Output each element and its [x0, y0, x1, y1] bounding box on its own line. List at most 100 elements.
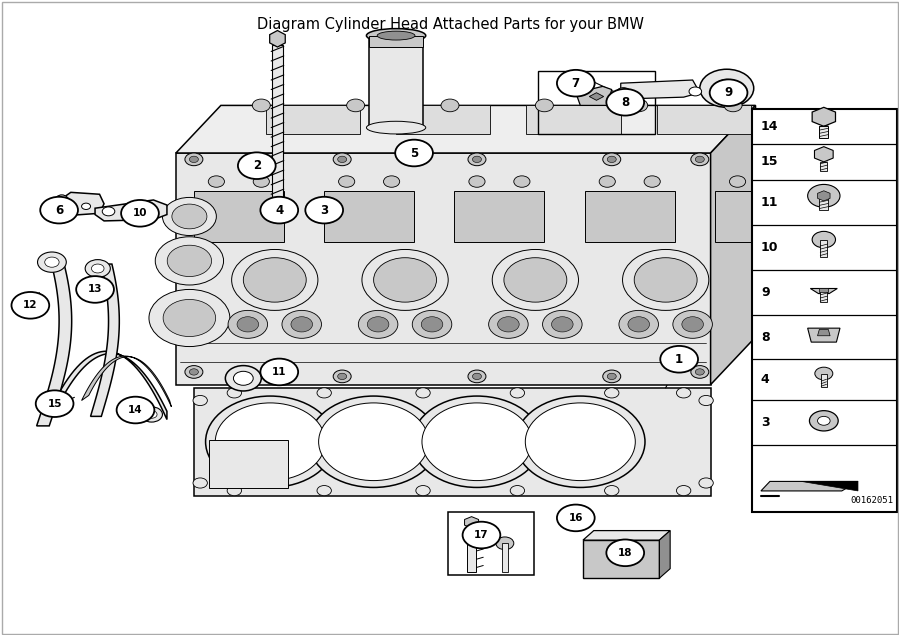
Polygon shape	[194, 388, 711, 495]
Circle shape	[710, 80, 747, 106]
Text: 11: 11	[272, 367, 286, 377]
Circle shape	[163, 300, 216, 336]
Circle shape	[814, 367, 832, 380]
Polygon shape	[583, 530, 670, 540]
Circle shape	[526, 403, 635, 481]
Circle shape	[117, 397, 155, 424]
Circle shape	[193, 396, 207, 406]
Text: 00162051: 00162051	[850, 496, 893, 505]
Polygon shape	[801, 481, 858, 491]
Circle shape	[367, 317, 389, 332]
Circle shape	[193, 478, 207, 488]
Polygon shape	[95, 200, 166, 221]
Circle shape	[557, 504, 595, 531]
Circle shape	[253, 176, 269, 187]
Circle shape	[86, 259, 111, 277]
Circle shape	[510, 485, 525, 495]
Bar	[369, 36, 423, 47]
Circle shape	[468, 370, 486, 383]
Text: 10: 10	[132, 208, 148, 218]
Text: 3: 3	[320, 204, 328, 217]
Circle shape	[630, 99, 648, 112]
Polygon shape	[37, 258, 72, 426]
Bar	[502, 543, 508, 572]
Text: 1: 1	[675, 353, 683, 366]
Circle shape	[260, 359, 298, 385]
Circle shape	[807, 184, 840, 207]
Bar	[752, 109, 896, 511]
Bar	[819, 196, 828, 210]
Polygon shape	[660, 530, 670, 578]
Polygon shape	[194, 191, 284, 242]
Circle shape	[682, 317, 704, 332]
Text: 14: 14	[760, 120, 778, 133]
Circle shape	[489, 310, 528, 338]
Circle shape	[205, 396, 335, 487]
Circle shape	[317, 485, 331, 495]
Text: 16: 16	[569, 513, 583, 523]
Circle shape	[498, 317, 519, 332]
Circle shape	[472, 373, 482, 380]
Circle shape	[543, 310, 582, 338]
Circle shape	[12, 292, 50, 319]
Circle shape	[699, 396, 714, 406]
Text: 17: 17	[474, 530, 489, 540]
Circle shape	[557, 70, 595, 97]
Polygon shape	[711, 106, 755, 385]
Bar	[369, 36, 423, 128]
Circle shape	[730, 176, 745, 187]
Circle shape	[383, 176, 400, 187]
Circle shape	[605, 388, 619, 398]
Text: 3: 3	[760, 416, 770, 429]
Circle shape	[243, 258, 306, 302]
Circle shape	[189, 156, 198, 163]
Circle shape	[233, 371, 253, 385]
Circle shape	[305, 197, 343, 223]
Circle shape	[469, 176, 485, 187]
Polygon shape	[807, 328, 840, 342]
Circle shape	[510, 388, 525, 398]
Bar	[821, 373, 826, 387]
Circle shape	[691, 153, 709, 166]
Text: 14: 14	[128, 405, 143, 415]
Polygon shape	[176, 153, 711, 385]
Polygon shape	[266, 106, 360, 134]
Circle shape	[338, 373, 346, 380]
Circle shape	[607, 89, 644, 116]
Circle shape	[623, 249, 709, 310]
Text: 11: 11	[760, 196, 778, 209]
Bar	[820, 291, 827, 303]
Polygon shape	[657, 106, 751, 134]
Circle shape	[333, 370, 351, 383]
Circle shape	[696, 369, 705, 375]
Circle shape	[696, 156, 705, 163]
Circle shape	[809, 411, 838, 431]
Circle shape	[208, 176, 224, 187]
Bar	[820, 240, 827, 257]
Bar	[583, 540, 660, 578]
Circle shape	[603, 370, 621, 383]
Circle shape	[605, 485, 619, 495]
Ellipse shape	[366, 29, 426, 43]
Circle shape	[677, 388, 691, 398]
Circle shape	[661, 346, 698, 373]
Circle shape	[599, 176, 616, 187]
Circle shape	[634, 258, 698, 302]
Circle shape	[36, 391, 74, 417]
Text: 10: 10	[760, 241, 778, 254]
Circle shape	[774, 176, 790, 187]
Circle shape	[422, 403, 532, 481]
Circle shape	[552, 317, 573, 332]
Text: 4: 4	[275, 204, 284, 217]
Text: 8: 8	[621, 96, 629, 109]
Polygon shape	[464, 516, 479, 528]
Circle shape	[516, 396, 645, 487]
Circle shape	[227, 388, 241, 398]
Circle shape	[616, 88, 631, 98]
Circle shape	[309, 396, 438, 487]
Text: 2: 2	[253, 159, 261, 172]
Circle shape	[51, 403, 62, 411]
Text: 9: 9	[724, 86, 733, 99]
Polygon shape	[82, 356, 171, 407]
Polygon shape	[324, 191, 414, 242]
